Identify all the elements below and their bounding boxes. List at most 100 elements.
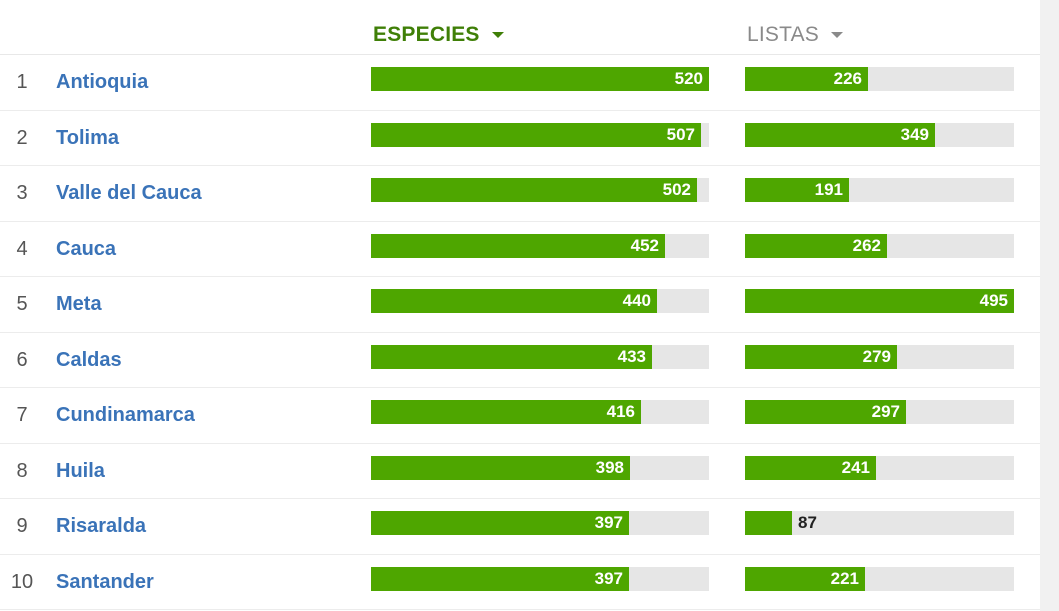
ranking-row: 7 Cundinamarca 416 297 — [0, 388, 1040, 444]
lists-count-label: 226 — [833, 69, 862, 88]
species-bar-track[interactable]: 507 — [371, 122, 709, 147]
lists-bar-track[interactable]: 279 — [745, 344, 1014, 369]
lists-bar-fill — [745, 455, 876, 480]
lists-bar-fill — [745, 67, 868, 91]
lists-bar-track[interactable]: 495 — [745, 289, 1014, 313]
lists-bar-track[interactable]: 191 — [745, 178, 1014, 202]
lists-bar-track[interactable]: 241 — [745, 455, 1014, 480]
row-rank: 10 — [10, 570, 34, 593]
lists-bar-track[interactable]: 221 — [745, 566, 1014, 591]
lists-bar-fill — [745, 400, 906, 424]
ranking-row: 10 Santander 397 221 — [0, 555, 1040, 610]
species-count-label: 416 — [606, 402, 635, 421]
ranking-list: 1 Antioquia 520 226 2 Tolima 507 349 3 Valle del … — [0, 55, 1040, 610]
species-bar-track[interactable]: 397 — [371, 566, 709, 591]
species-bar-fill — [371, 122, 701, 147]
species-bar-track[interactable]: 452 — [371, 233, 709, 258]
species-bar-fill — [371, 289, 657, 313]
caret-down-icon — [831, 32, 844, 38]
species-bar-track[interactable]: 502 — [371, 178, 709, 202]
species-count-label: 433 — [617, 346, 646, 366]
species-bar-fill — [371, 566, 629, 591]
lists-count-label: 262 — [852, 235, 881, 255]
species-bar-fill — [371, 233, 665, 258]
species-count-label: 397 — [594, 513, 623, 532]
species-bar-track[interactable]: 398 — [371, 455, 709, 480]
lists-bar-track[interactable]: 226 — [745, 67, 1014, 91]
ranking-row: 6 Caldas 433 279 — [0, 333, 1040, 388]
lists-column-label: LISTAS — [747, 23, 820, 46]
ranking-row: 2 Tolima 507 349 — [0, 111, 1040, 166]
region-link[interactable]: Antioquia — [56, 71, 149, 93]
ranking-header: ESPECIES LISTAS — [0, 0, 1040, 55]
species-bar-fill — [371, 511, 629, 535]
region-link[interactable]: Risaralda — [56, 515, 147, 537]
region-link[interactable]: Santander — [56, 570, 154, 593]
species-bar-track[interactable]: 397 — [371, 511, 709, 535]
species-bar-track[interactable]: 416 — [371, 400, 709, 424]
species-count-label: 502 — [662, 180, 691, 199]
lists-bar-track[interactable]: 297 — [745, 400, 1014, 424]
lists-count-label: 495 — [979, 291, 1008, 310]
species-bar-fill — [371, 344, 652, 369]
region-link[interactable]: Cundinamarca — [56, 404, 195, 426]
lists-bar-fill — [745, 566, 865, 591]
lists-bar-fill — [745, 289, 1014, 313]
region-link[interactable]: Caldas — [56, 348, 122, 371]
lists-bar-track[interactable]: 349 — [745, 122, 1014, 147]
row-rank: 2 — [16, 126, 28, 149]
species-bar-track[interactable]: 520 — [371, 67, 709, 91]
species-count-label: 398 — [595, 457, 624, 477]
species-column-label: ESPECIES — [373, 23, 480, 46]
species-bar-track[interactable]: 433 — [371, 344, 709, 369]
caret-down-icon — [491, 32, 504, 38]
ranking-row: 5 Meta 440 495 — [0, 277, 1040, 333]
row-rank: 8 — [16, 459, 28, 482]
lists-bar-fill — [745, 178, 849, 202]
species-count-label: 520 — [674, 69, 703, 88]
sort-by-lists-button[interactable]: LISTAS — [747, 22, 844, 48]
species-count-label: 397 — [594, 568, 623, 588]
ranking-row: 9 Risaralda 397 87 — [0, 499, 1040, 555]
lists-count-label: 297 — [871, 402, 900, 421]
sort-by-species-button[interactable]: ESPECIES — [373, 22, 504, 48]
ranking-row: 1 Antioquia 520 226 — [0, 55, 1040, 111]
lists-bar-fill — [745, 233, 887, 258]
species-count-label: 452 — [630, 235, 659, 255]
row-rank: 1 — [16, 71, 28, 93]
row-rank: 5 — [16, 293, 28, 315]
species-bar-fill — [371, 455, 630, 480]
lists-bar-fill — [745, 511, 792, 535]
ranking-row: 3 Valle del Cauca 502 191 — [0, 166, 1040, 222]
species-bar-fill — [371, 67, 709, 91]
lists-bar-fill — [745, 344, 897, 369]
ranking-row: 4 Cauca 452 262 — [0, 222, 1040, 277]
lists-bar-track[interactable]: 87 — [745, 511, 1014, 535]
row-rank: 9 — [16, 515, 28, 537]
lists-bar-fill — [745, 122, 935, 147]
row-rank: 4 — [16, 237, 28, 260]
lists-count-label: 191 — [814, 180, 843, 199]
lists-bar-track[interactable]: 262 — [745, 233, 1014, 258]
lists-count-label: 87 — [798, 513, 817, 532]
region-link[interactable]: Meta — [56, 293, 102, 315]
lists-count-label: 221 — [830, 568, 859, 588]
region-link[interactable]: Tolima — [56, 126, 119, 149]
species-bar-fill — [371, 178, 697, 202]
scrollbar-track[interactable] — [1040, 0, 1059, 611]
row-rank: 7 — [16, 404, 28, 426]
species-bar-fill — [371, 400, 641, 424]
species-count-label: 507 — [666, 124, 695, 144]
lists-count-label: 241 — [841, 457, 870, 477]
species-bar-track[interactable]: 440 — [371, 289, 709, 313]
region-link[interactable]: Valle del Cauca — [56, 182, 202, 204]
row-rank: 3 — [16, 182, 28, 204]
lists-count-label: 279 — [862, 346, 891, 366]
region-link[interactable]: Huila — [56, 459, 105, 482]
species-count-label: 440 — [622, 291, 651, 310]
region-link[interactable]: Cauca — [56, 237, 117, 260]
lists-count-label: 349 — [900, 124, 929, 144]
ranking-row: 8 Huila 398 241 — [0, 444, 1040, 499]
row-rank: 6 — [16, 348, 28, 371]
